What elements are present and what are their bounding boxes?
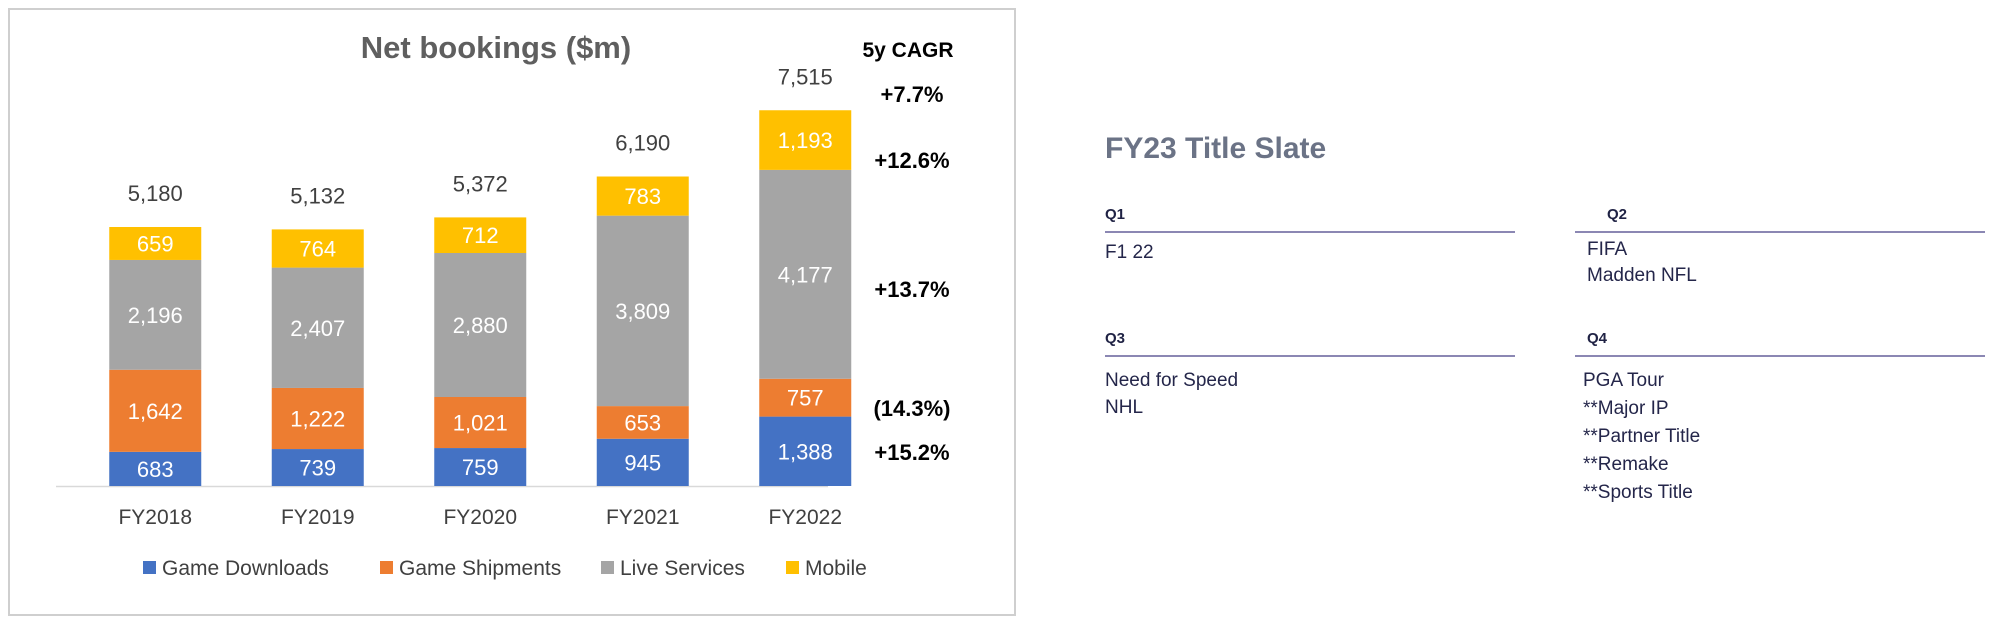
- legend-swatch: [143, 561, 156, 574]
- bar-segment-live-services: [434, 253, 527, 397]
- quarter-label: Q4: [1575, 330, 1985, 357]
- title-item: F1 22: [1105, 242, 1154, 263]
- net-bookings-chart: Net bookings ($m) 5y CAGR +7.7% +12.6% +…: [56, 30, 954, 580]
- data-label: 1,642: [128, 399, 183, 424]
- title-slate: FY23 Title Slate Q1 F1 22 Q2 FIFA Madden…: [1105, 120, 1985, 540]
- bar-segment-game-downloads: [109, 451, 202, 486]
- data-label: 2,196: [128, 303, 183, 328]
- legend-label: Live Services: [620, 557, 745, 580]
- bar-segment-game-shipments: [759, 378, 852, 417]
- legend-swatch: [786, 561, 799, 574]
- data-label: 653: [624, 410, 661, 435]
- bar-segment-live-services: [109, 259, 202, 370]
- legend-swatch: [601, 561, 614, 574]
- total-label: 5,180: [128, 181, 183, 206]
- bar-segment-game-downloads: [596, 438, 689, 486]
- title-item: NHL: [1105, 397, 1144, 418]
- total-label: 7,515: [778, 64, 833, 89]
- x-tick-label: FY2020: [443, 506, 517, 529]
- data-label: 659: [137, 231, 174, 256]
- bar-segment-mobile: [109, 227, 202, 260]
- total-label: 6,190: [615, 131, 670, 156]
- bar-segment-mobile: [596, 176, 689, 216]
- quarter-label: Q1: [1105, 206, 1515, 233]
- bar-segment-game-downloads: [271, 449, 364, 486]
- data-label: 1,021: [453, 411, 508, 436]
- data-label: 739: [299, 456, 336, 481]
- data-label: 4,177: [778, 262, 833, 287]
- data-label: 945: [624, 450, 661, 475]
- bar-segment-live-services: [271, 267, 364, 388]
- data-label: 1,222: [290, 407, 345, 432]
- legend-label: Game Shipments: [399, 557, 561, 580]
- title-item: **Major IP: [1583, 398, 1669, 419]
- data-label: 3,809: [615, 299, 670, 324]
- legend-label: Game Downloads: [162, 557, 329, 580]
- title-item: FIFA: [1587, 239, 1628, 260]
- total-label: 5,132: [290, 183, 345, 208]
- data-label: 764: [299, 237, 336, 262]
- title-item: PGA Tour: [1583, 370, 1664, 391]
- legend: Game Downloads Game Shipments Live Service…: [143, 557, 867, 580]
- x-tick-label: FY2019: [281, 506, 355, 529]
- bar-segment-game-shipments: [596, 406, 689, 439]
- quarter-label: Q3: [1105, 330, 1515, 357]
- quarter-label: Q2: [1575, 206, 1985, 233]
- quarter-q4: Q4 PGA Tour **Major IP **Partner Title *…: [1575, 330, 1985, 507]
- bar-segment-live-services: [759, 169, 852, 379]
- legend-swatch: [380, 561, 393, 574]
- bar-segment-game-shipments: [271, 387, 364, 450]
- quarter-q1: Q1 F1 22: [1105, 206, 1515, 267]
- legend-label: Mobile: [805, 557, 867, 580]
- cagr-mobile: +12.6%: [874, 148, 949, 173]
- data-label: 759: [462, 455, 499, 480]
- title-item: Need for Speed: [1105, 370, 1239, 391]
- quarter-q2: Q2 FIFA Madden NFL: [1575, 206, 1985, 289]
- title-item: Madden NFL: [1587, 265, 1697, 286]
- data-label: 2,407: [290, 316, 345, 341]
- title-item: **Partner Title: [1583, 426, 1701, 447]
- data-label: 783: [624, 184, 661, 209]
- bar-segment-game-downloads: [434, 448, 527, 486]
- x-tick-label: FY2022: [768, 506, 842, 529]
- chart-panel: Net bookings ($m) 5y CAGR +7.7% +12.6% +…: [8, 8, 1016, 616]
- bar-segment-mobile: [434, 217, 527, 253]
- total-label: 5,372: [453, 171, 508, 196]
- x-tick-label: FY2018: [118, 506, 192, 529]
- data-label: 1,193: [778, 128, 833, 153]
- chart-title: Net bookings ($m): [361, 30, 631, 65]
- data-label: 1,388: [778, 439, 833, 464]
- cagr-heading: 5y CAGR: [862, 39, 953, 62]
- x-tick-label: FY2021: [606, 506, 680, 529]
- quarter-q3: Q3 Need for Speed NHL: [1105, 330, 1515, 421]
- bar-segment-game-downloads: [759, 416, 852, 486]
- bar-segment-live-services: [596, 215, 689, 407]
- data-label: 712: [462, 223, 499, 248]
- data-label: 757: [787, 386, 824, 411]
- bar-segment-mobile: [759, 110, 852, 170]
- slate-title: FY23 Title Slate: [1105, 132, 1327, 165]
- title-item: **Sports Title: [1583, 482, 1693, 503]
- cagr-game-shipments: (14.3%): [873, 396, 950, 421]
- title-item: **Remake: [1583, 454, 1669, 475]
- bar-segment-mobile: [271, 229, 364, 268]
- cagr-game-downloads: +15.2%: [874, 440, 949, 465]
- bar-segment-game-shipments: [434, 397, 527, 449]
- data-label: 683: [137, 457, 174, 482]
- plot-area: 683 1,642 2,196 659 5,180 FY2018 739 1,222 2,407…: [56, 64, 852, 529]
- cagr-live-services: +13.7%: [874, 277, 949, 302]
- data-label: 2,880: [453, 313, 508, 338]
- bar-segment-game-shipments: [109, 369, 202, 452]
- cagr-total: +7.7%: [881, 82, 944, 107]
